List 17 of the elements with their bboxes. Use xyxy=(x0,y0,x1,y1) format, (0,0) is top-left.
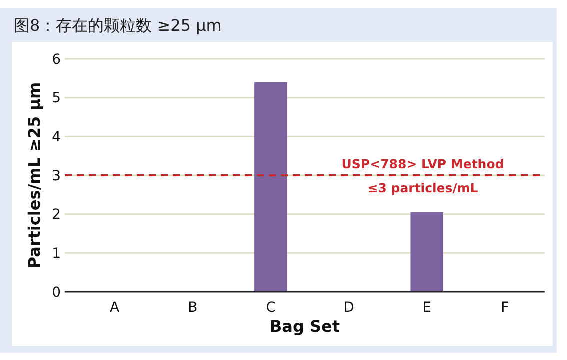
chart-title: 图8：存在的颗粒数 ≥25 µm xyxy=(14,16,222,35)
y-tick-label: 1 xyxy=(52,246,61,262)
x-tick-label: D xyxy=(344,300,354,316)
x-tick-label: E xyxy=(422,300,432,316)
x-tick-label: A xyxy=(110,300,120,316)
x-axis-title: Bag Set xyxy=(270,317,340,336)
y-tick-label: 2 xyxy=(52,207,61,224)
y-tick-label: 4 xyxy=(52,130,62,146)
ref-line-label: USP<788> LVP Method ≤3 particles/mL xyxy=(342,156,504,196)
x-tick-label: B xyxy=(188,300,198,316)
y-tick-label: 0 xyxy=(52,284,61,301)
x-tick-label: F xyxy=(501,300,510,316)
y-tick-label: 5 xyxy=(52,90,61,107)
y-tick-label: 6 xyxy=(52,52,62,68)
x-tick-label: C xyxy=(266,300,276,316)
y-axis-title: Particles/mL ≥25 µm xyxy=(25,82,44,269)
y-tick-label: 3 xyxy=(52,168,61,184)
